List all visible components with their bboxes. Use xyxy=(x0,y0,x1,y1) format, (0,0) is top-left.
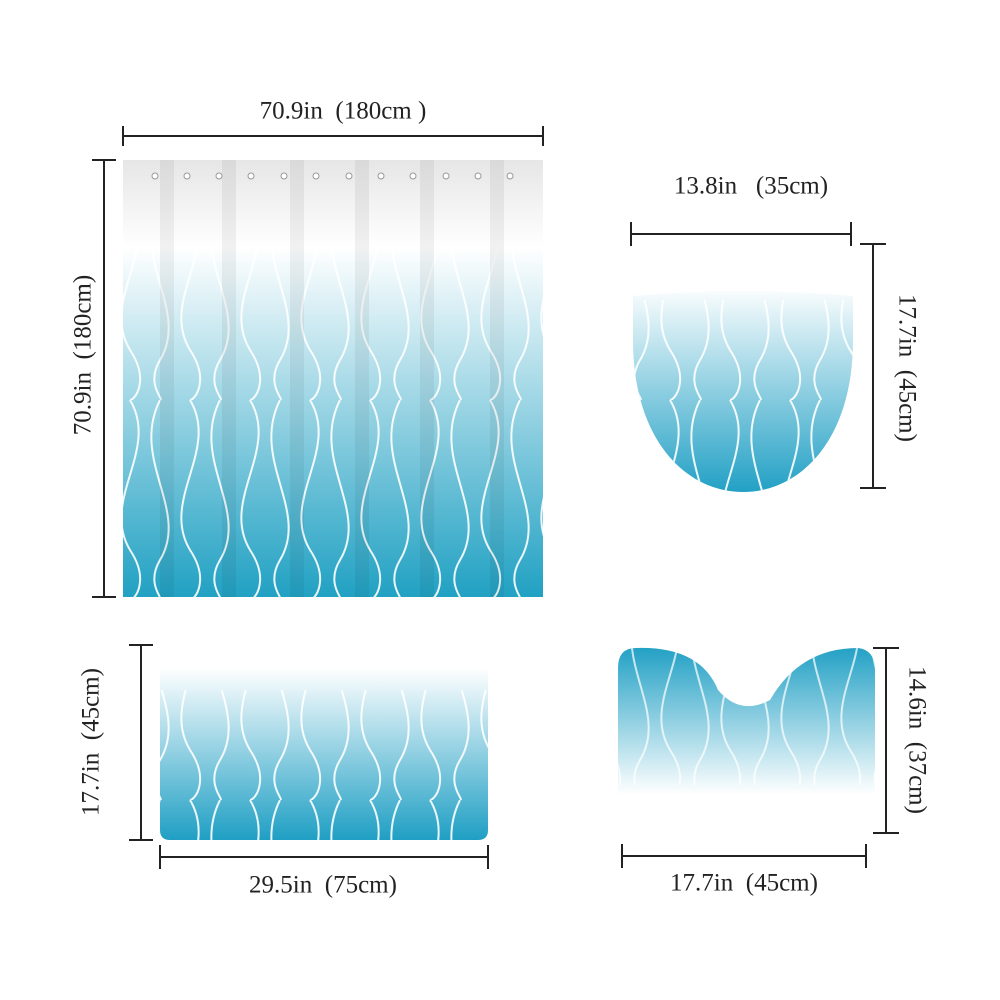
mat-height-dimension: 17.7in (45cm) xyxy=(78,644,153,841)
dimension-label: 70.9in (180cm) xyxy=(70,275,97,435)
lid-cover xyxy=(633,291,853,492)
dimension-label: 17.7in (45cm) xyxy=(670,870,818,897)
contour-mat xyxy=(618,647,875,808)
curtain-width-dimension: 70.9in (180cm ) xyxy=(122,98,544,146)
lid-width-dimension: 13.8in (35cm) xyxy=(630,173,852,246)
shower-curtain xyxy=(123,160,543,597)
bath-mat xyxy=(160,668,488,840)
curtain-height-dimension: 70.9in (180cm) xyxy=(70,159,116,598)
contour-width-dimension: 17.7in (45cm) xyxy=(621,844,867,897)
dimension-label: 70.9in (180cm ) xyxy=(260,98,427,125)
dimension-label: 17.7in (45cm) xyxy=(893,294,920,442)
lid-height-dimension: 17.7in (45cm) xyxy=(860,243,920,489)
mat-width-dimension: 29.5in (75cm) xyxy=(159,845,489,899)
contour-height-dimension: 14.6in (37cm) xyxy=(873,647,930,834)
dimension-label: 14.6in (37cm) xyxy=(903,666,930,814)
dimension-label: 17.7in (45cm) xyxy=(78,668,105,816)
dimension-label: 13.8in (35cm) xyxy=(674,173,828,200)
dimension-label: 29.5in (75cm) xyxy=(249,872,397,899)
